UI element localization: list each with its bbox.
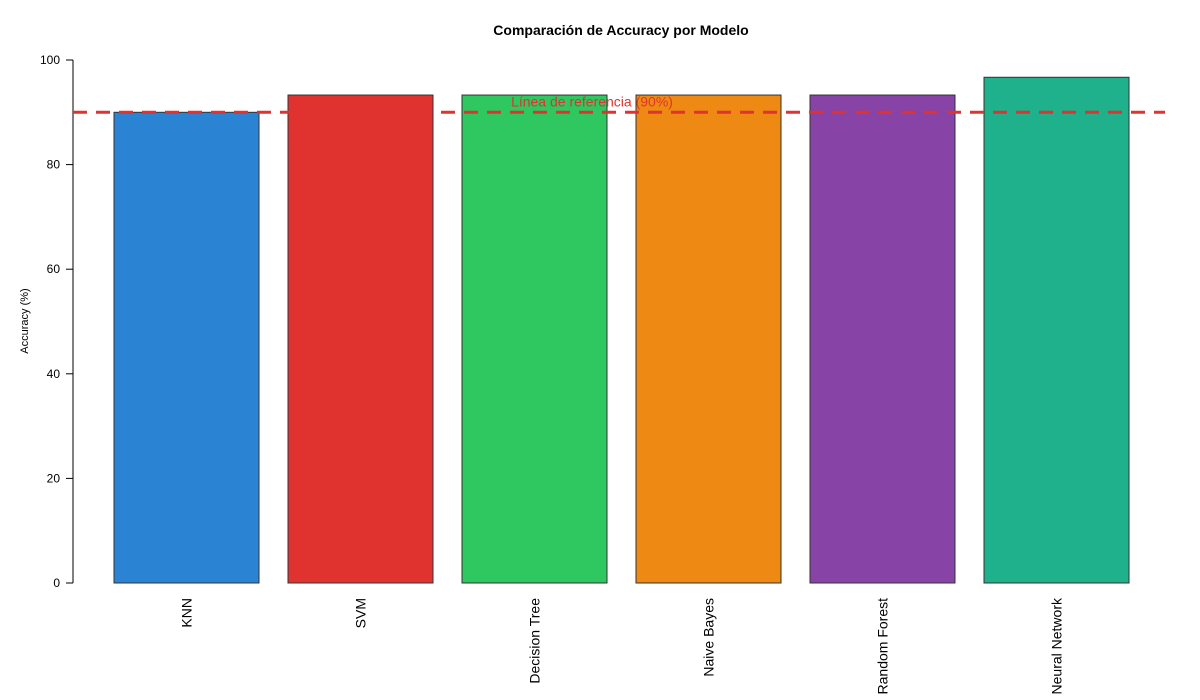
- y-axis: 0 20 40 60 80 100: [40, 53, 74, 590]
- bar-naive-bayes: [635, 94, 782, 584]
- bar-svm: [287, 94, 434, 584]
- y-tick-label: 0: [53, 576, 60, 590]
- reference-line-label: Línea de referencia (90%): [511, 93, 673, 109]
- reference-line-group: Línea de referencia (90%): [73, 93, 1165, 114]
- x-tick-label: Neural Network: [1049, 597, 1065, 694]
- y-tick-label: 60: [47, 262, 61, 276]
- y-tick-label: 100: [40, 53, 60, 67]
- y-tick-label: 40: [47, 367, 61, 381]
- x-tick-label: Random Forest: [875, 598, 891, 695]
- bars: [113, 76, 1130, 584]
- x-tick-label: Naive Bayes: [701, 598, 717, 677]
- bar-neural-network: [983, 76, 1130, 584]
- bar-knn: [113, 111, 260, 584]
- bar-random-forest: [809, 94, 956, 584]
- x-axis-tick-labels: KNN SVM Decision Tree Naive Bayes Random For…: [179, 597, 1065, 694]
- y-axis-label: Accuracy (%): [19, 288, 31, 353]
- x-tick-label: Decision Tree: [527, 598, 543, 684]
- chart-title: Comparación de Accuracy por Modelo: [493, 22, 748, 38]
- x-tick-label: SVM: [353, 598, 369, 628]
- y-tick-label: 80: [47, 158, 61, 172]
- bar-decision-tree: [461, 94, 608, 584]
- x-tick-label: KNN: [179, 598, 195, 628]
- y-tick-label: 20: [47, 471, 61, 485]
